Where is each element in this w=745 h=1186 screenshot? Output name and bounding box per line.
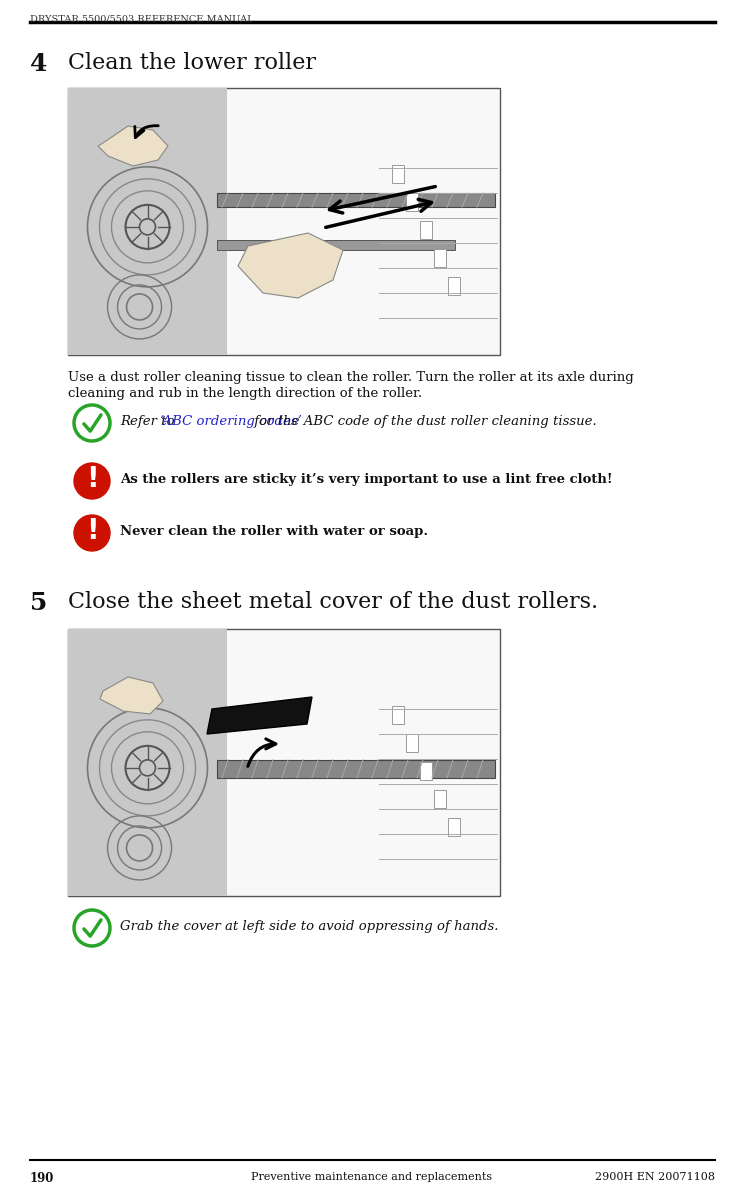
Bar [68, 88, 500, 355]
Bar [217, 760, 495, 778]
Text: 5: 5 [30, 591, 48, 616]
Bar [406, 734, 418, 752]
Text: Use a dust roller cleaning tissue to clean the roller. Turn the roller at its ax: Use a dust roller cleaning tissue to cle… [68, 371, 634, 384]
Text: As the rollers are sticky it’s very important to use a lint free cloth!: As the rollers are sticky it’s very impo… [120, 473, 612, 486]
Text: cleaning and rub in the length direction of the roller.: cleaning and rub in the length direction… [68, 387, 422, 400]
Bar [448, 278, 460, 295]
Bar [420, 221, 432, 240]
Bar [217, 193, 495, 208]
Circle shape [74, 463, 110, 499]
Text: DRYSTAR 5500/5503 REFERENCE MANUAL: DRYSTAR 5500/5503 REFERENCE MANUAL [30, 14, 254, 23]
Bar [68, 629, 500, 895]
Bar [68, 629, 227, 895]
Bar [434, 249, 446, 267]
Text: for the ABC code of the dust roller cleaning tissue.: for the ABC code of the dust roller clea… [250, 415, 597, 428]
Text: 2900H EN 20071108: 2900H EN 20071108 [595, 1172, 715, 1182]
Text: 4: 4 [30, 52, 48, 76]
Bar [392, 706, 404, 723]
Text: ‘ABC ordering codes’: ‘ABC ordering codes’ [160, 415, 302, 428]
Bar [420, 761, 432, 780]
Polygon shape [207, 697, 312, 734]
Text: 190: 190 [30, 1172, 54, 1185]
Text: Close the sheet metal cover of the dust rollers.: Close the sheet metal cover of the dust … [68, 591, 598, 613]
Bar [217, 240, 455, 250]
Text: Clean the lower roller: Clean the lower roller [68, 52, 316, 74]
Polygon shape [98, 126, 168, 166]
Bar [434, 790, 446, 808]
Polygon shape [100, 677, 163, 714]
Text: Never clean the roller with water or soap.: Never clean the roller with water or soa… [120, 525, 428, 538]
Text: !: ! [86, 465, 98, 493]
Text: Preventive maintenance and replacements: Preventive maintenance and replacements [251, 1172, 492, 1182]
Text: Grab the cover at left side to avoid oppressing of hands.: Grab the cover at left side to avoid opp… [120, 920, 498, 933]
Circle shape [74, 515, 110, 551]
Text: Refer to: Refer to [120, 415, 179, 428]
Bar [406, 193, 418, 211]
Bar [68, 88, 227, 355]
Bar [392, 165, 404, 183]
Text: !: ! [86, 517, 98, 546]
Bar [448, 818, 460, 836]
Polygon shape [238, 232, 343, 298]
